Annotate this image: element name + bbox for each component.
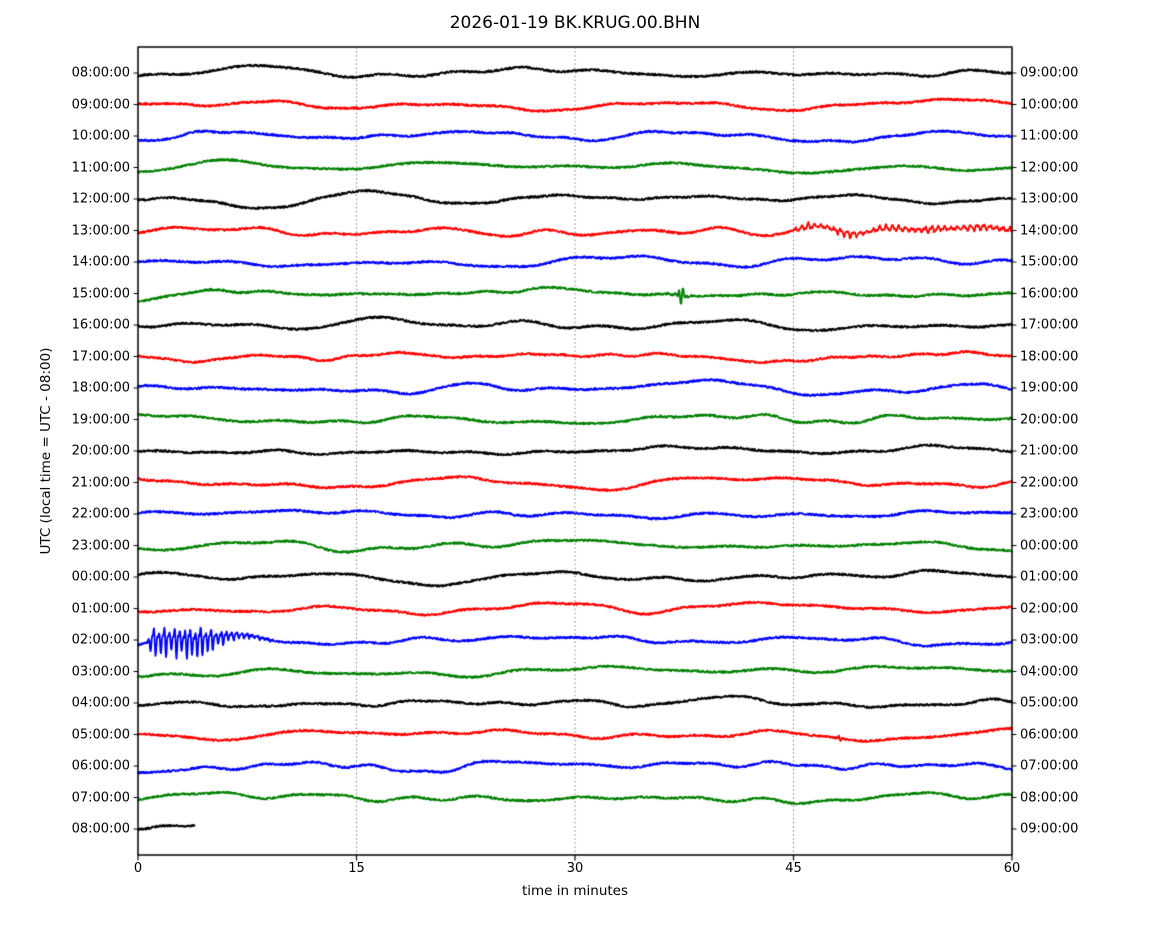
x-tick-label: 0 [133, 861, 143, 876]
utc-time-label: 17:00:00 [71, 349, 130, 364]
local-time-label: 21:00:00 [1020, 443, 1079, 459]
utc-time-label: 18:00:00 [71, 380, 130, 396]
x-axis-label: time in minutes [521, 883, 629, 899]
utc-time-label: 09:00:00 [71, 97, 130, 112]
plot-title: 2026-01-19 BK.KRUG.00.BHN [449, 13, 701, 33]
utc-time-label: 12:00:00 [71, 191, 130, 207]
local-time-label: 09:00:00 [1020, 65, 1079, 81]
local-time-label: 06:00:00 [1020, 727, 1079, 742]
local-time-label: 05:00:00 [1020, 695, 1079, 711]
local-time-label: 18:00:00 [1020, 349, 1079, 364]
local-time-label: 13:00:00 [1020, 191, 1079, 207]
utc-time-label: 13:00:00 [71, 223, 130, 238]
local-time-label: 07:00:00 [1020, 758, 1079, 774]
local-time-label: 22:00:00 [1020, 475, 1079, 490]
utc-time-label: 02:00:00 [71, 632, 130, 648]
x-tick-label: 60 [1003, 861, 1021, 876]
utc-time-label: 20:00:00 [71, 443, 130, 459]
local-time-label: 19:00:00 [1020, 380, 1079, 396]
local-time-label: 15:00:00 [1020, 254, 1079, 270]
utc-time-label: 23:00:00 [71, 538, 130, 553]
local-time-label: 16:00:00 [1020, 286, 1079, 301]
utc-time-label: 08:00:00 [71, 821, 130, 837]
x-tick-label: 45 [785, 861, 802, 876]
local-time-label: 00:00:00 [1020, 538, 1079, 553]
utc-time-label: 14:00:00 [71, 254, 130, 270]
local-time-label: 09:00:00 [1020, 821, 1079, 837]
utc-time-label: 05:00:00 [71, 727, 130, 742]
local-time-label: 08:00:00 [1020, 790, 1079, 805]
utc-time-label: 08:00:00 [71, 65, 130, 81]
utc-time-label: 06:00:00 [71, 758, 130, 774]
local-time-label: 02:00:00 [1020, 601, 1079, 616]
local-time-label: 01:00:00 [1020, 569, 1079, 585]
utc-time-label: 04:00:00 [71, 695, 130, 711]
local-time-label: 14:00:00 [1020, 223, 1079, 238]
local-time-label: 20:00:00 [1020, 412, 1079, 427]
utc-time-label: 00:00:00 [71, 569, 130, 585]
local-time-label: 04:00:00 [1020, 664, 1079, 679]
utc-time-label: 01:00:00 [71, 601, 130, 616]
utc-time-label: 22:00:00 [71, 506, 130, 522]
local-time-label: 12:00:00 [1020, 160, 1079, 175]
x-tick-label: 15 [348, 861, 365, 876]
utc-time-label: 07:00:00 [71, 790, 130, 805]
local-time-label: 03:00:00 [1020, 632, 1079, 648]
local-time-label: 11:00:00 [1020, 128, 1079, 144]
local-time-label: 10:00:00 [1020, 97, 1079, 112]
x-tick-label: 30 [566, 861, 584, 876]
utc-time-label: 19:00:00 [71, 412, 130, 427]
utc-time-label: 11:00:00 [71, 160, 130, 175]
utc-time-label: 16:00:00 [71, 317, 130, 333]
utc-time-label: 03:00:00 [71, 664, 130, 679]
utc-time-label: 15:00:00 [71, 286, 130, 301]
local-time-label: 23:00:00 [1020, 506, 1079, 522]
utc-time-label: 21:00:00 [71, 475, 130, 490]
local-time-label: 17:00:00 [1020, 317, 1079, 333]
utc-time-label: 10:00:00 [71, 128, 130, 144]
